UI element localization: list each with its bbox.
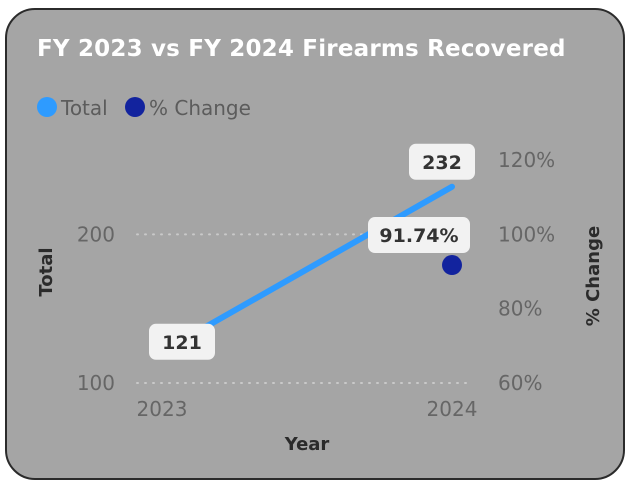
data-label-total-2024: 232: [422, 152, 462, 174]
legend-label-total: Total: [60, 96, 108, 120]
chart-card: FY 2023 vs FY 2024 Firearms Recovered To…: [5, 8, 625, 480]
data-label-percent-change: 91.74%: [379, 225, 458, 247]
y-tick-label: 100: [77, 371, 115, 395]
y2-tick-label: 120%: [498, 148, 555, 172]
x-axis-title: Year: [284, 434, 330, 455]
y2-axis-title: % Change: [583, 226, 604, 326]
y-axis-title: Total: [36, 247, 57, 296]
x-tick-label: 2023: [137, 397, 188, 421]
percent-change-point: [442, 255, 462, 276]
y2-tick-label: 60%: [498, 371, 542, 395]
legend-swatch-total: [37, 97, 57, 117]
y2-tick-label: 80%: [498, 297, 542, 321]
data-label-total-2024-box: [409, 143, 475, 180]
y2-tick-label: 100%: [498, 222, 555, 246]
data-label-percent-change-box: [368, 217, 470, 254]
y-tick-label: 200: [77, 222, 115, 246]
data-label-total-2023: 121: [162, 332, 202, 354]
legend-label-percent-change: % Change: [149, 96, 251, 120]
line-chart: Total % Change 100 200 60% 80% 100% 120% 2023 202…: [36, 96, 604, 455]
chart-title: FY 2023 vs FY 2024 Firearms Recovered: [37, 36, 566, 62]
data-label-total-2023-box: [149, 323, 215, 360]
legend-swatch-percent-change: [125, 97, 145, 117]
x-tick-label: 2024: [427, 397, 478, 421]
